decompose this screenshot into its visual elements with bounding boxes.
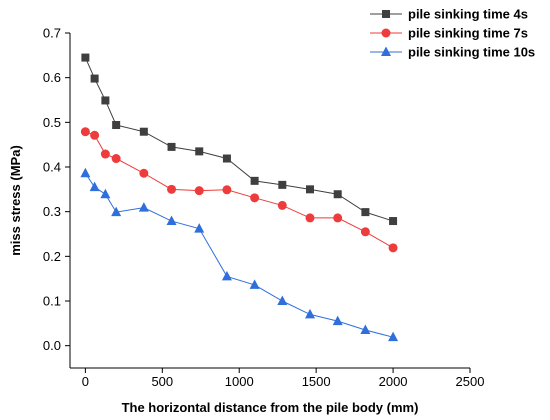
series-line [84,172,394,338]
series-line [84,57,394,222]
data-point [90,130,100,140]
data-point [167,142,176,151]
legend-marker [381,46,391,56]
data-point [306,185,314,194]
y-tick-label: 0.0 [43,338,61,353]
data-point [81,53,90,62]
data-point [221,270,232,281]
data-point [250,176,259,185]
x-tick-label: 1000 [225,374,254,389]
data-point [89,181,100,192]
series-2 [80,127,398,253]
y-axis-ticks: 0.0 0.1 0.2 0.3 0.4 0.5 0.6 0.7 [43,26,70,353]
x-tick-label: 500 [151,374,173,389]
axes [69,33,470,369]
data-point [277,200,287,210]
data-point [101,96,110,105]
legend-marker [381,28,391,38]
data-point [166,215,177,226]
y-tick-label: 0.6 [43,70,61,85]
data-point [249,279,260,289]
data-point [112,121,121,130]
x-tick-label: 1500 [302,374,331,389]
data-point [332,315,343,326]
data-point [360,227,370,237]
data-point [333,213,343,223]
y-tick-label: 0.5 [43,115,61,130]
data-point [222,185,232,195]
x-tick-label: 2000 [379,374,408,389]
data-point [388,331,399,342]
y-tick-label: 0.2 [43,249,61,264]
data-point [278,180,287,189]
data-point [138,202,149,212]
data-point [100,188,111,199]
data-point [80,127,90,137]
data-point [111,206,122,217]
data-point [111,154,121,164]
legend-label: pile sinking time 4s [408,7,528,22]
data-point [80,167,91,178]
series-layer [80,53,399,342]
data-point [388,243,398,253]
data-point [277,295,288,305]
data-point [139,127,148,136]
data-point [333,190,342,199]
legend-item: pile sinking time 4s [370,7,528,22]
legend-marker [382,10,390,18]
data-point [361,208,370,217]
x-tick-label: 0 [82,374,89,389]
data-point [139,168,149,178]
y-tick-label: 0.1 [43,294,61,309]
y-tick-label: 0.7 [43,26,61,41]
data-point [389,217,398,226]
x-axis-ticks: 0 500 1000 1500 2000 2500 [82,368,485,389]
x-axis-title: The horizontal distance from the pile bo… [122,400,419,415]
data-point [194,186,204,196]
legend-item: pile sinking time 7s [370,26,528,41]
series-3 [80,167,399,342]
data-point [250,193,260,203]
data-point [195,147,204,156]
legend-label: pile sinking time 10s [408,45,535,60]
data-point [305,308,315,319]
data-point [194,223,205,233]
series-1 [81,53,398,226]
data-point [90,74,99,83]
data-point [167,184,177,194]
series-line [85,131,394,249]
data-point [360,324,371,335]
y-tick-label: 0.4 [43,160,61,175]
legend: pile sinking time 4s pile sinking time 7s… [370,7,535,60]
legend-item: pile sinking time 10s [370,45,535,60]
data-point [305,213,315,223]
legend-label: pile sinking time 7s [408,26,528,41]
data-point [100,149,110,159]
x-tick-label: 2500 [456,374,485,389]
y-tick-label: 0.3 [43,204,61,219]
data-point [222,154,231,163]
y-axis-title: miss stress (MPa) [8,145,23,256]
